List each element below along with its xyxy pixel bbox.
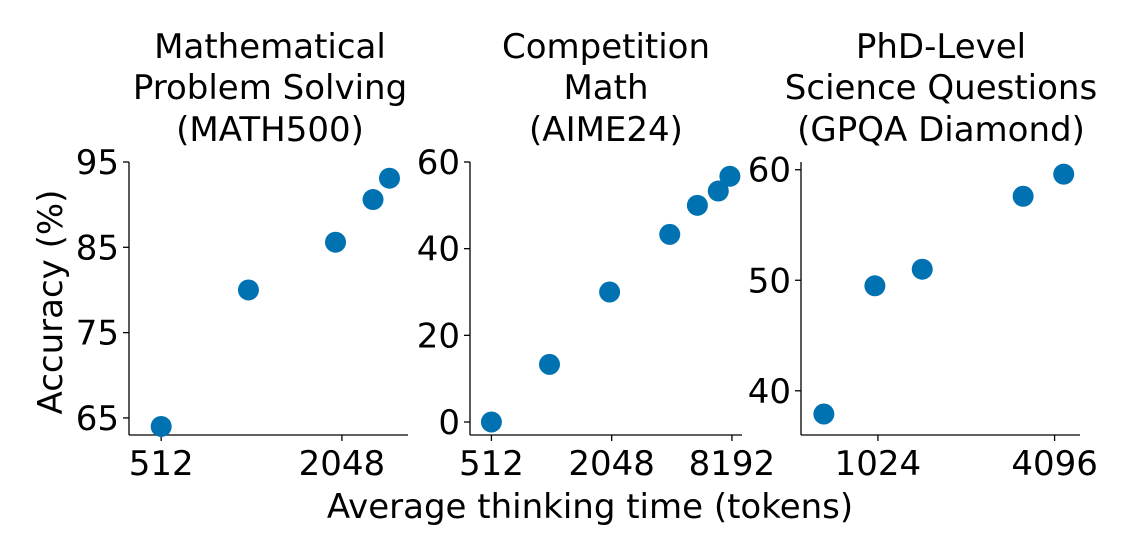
y-tick-label: 0 (438, 403, 460, 443)
chart-title-line: Science Questions (785, 68, 1097, 108)
y-tick-label: 40 (748, 372, 791, 412)
y-tick-label: 85 (76, 228, 119, 268)
data-point (911, 258, 933, 280)
x-tick-label: 512 (459, 444, 524, 484)
data-point (864, 275, 886, 297)
y-tick-label: 50 (748, 261, 791, 301)
x-tick-label: 2048 (299, 444, 386, 484)
y-tick-label: 75 (76, 314, 119, 354)
data-point (237, 279, 259, 301)
data-point (378, 167, 400, 189)
y-tick-label: 60 (748, 151, 791, 191)
y-tick-label: 20 (417, 316, 460, 356)
data-point (1012, 185, 1034, 207)
data-point (480, 411, 502, 433)
data-point (1053, 163, 1075, 185)
chart-title-line: (GPQA Diamond) (797, 110, 1085, 150)
y-tick-label: 60 (417, 143, 460, 183)
chart-title-line: (AIME24) (529, 110, 683, 150)
data-point (707, 180, 729, 202)
data-point (813, 403, 835, 425)
data-point (659, 223, 681, 245)
data-point (362, 189, 384, 211)
x-tick-label: 512 (129, 444, 194, 484)
y-tick-label: 65 (76, 399, 119, 439)
y-tick-label: 95 (76, 143, 119, 183)
x-axis-label: Average thinking time (tokens) (327, 487, 853, 527)
data-point (599, 281, 621, 303)
chart-title-line: Math (563, 68, 648, 108)
data-point (538, 353, 560, 375)
x-tick-label: 8192 (689, 444, 776, 484)
x-tick-label: 1024 (835, 444, 922, 484)
chart-title-line: PhD-Level (856, 27, 1026, 67)
data-point (150, 415, 172, 437)
chart-title-line: Problem Solving (133, 68, 407, 108)
x-tick-label: 4096 (1011, 444, 1098, 484)
y-tick-label: 40 (417, 230, 460, 270)
data-point (325, 231, 347, 253)
data-point (686, 194, 708, 216)
chart-title-line: Competition (502, 27, 710, 67)
chart-title-line: (MATH500) (176, 110, 364, 150)
data-point (719, 165, 741, 187)
chart-title-line: Mathematical (154, 27, 386, 67)
y-axis-label: Accuracy (%) (31, 190, 71, 415)
x-tick-label: 2048 (568, 444, 655, 484)
